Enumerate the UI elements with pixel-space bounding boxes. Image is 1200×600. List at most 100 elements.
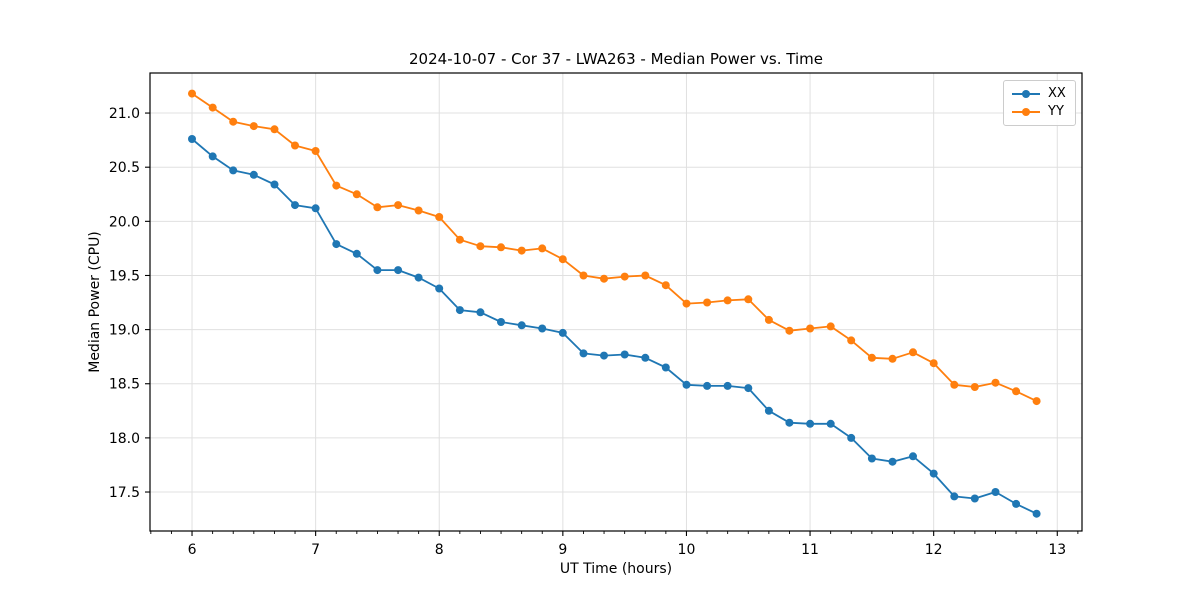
x-tick-label: 7 [311,542,320,558]
x-tick-label: 6 [188,542,197,558]
series-yy-marker [661,281,670,290]
series-yy-marker [435,213,444,221]
series-yy-marker [1032,397,1041,406]
series-yy-marker [723,296,732,305]
series-xx-marker [620,350,629,359]
x-tick-label: 10 [678,542,696,558]
y-tick-label: 18.0 [109,431,140,447]
series-yy-marker [497,243,505,252]
x-tick-label: 9 [558,542,567,558]
plot-border [149,72,1083,532]
series-yy-marker [455,235,464,244]
chart-title: 2024-10-07 - Cor 37 - LWA263 - Median Po… [409,50,823,68]
legend-item-yy: YY [1012,103,1071,121]
series-xx-marker [352,249,361,258]
series-xx-marker [600,351,608,360]
series-xx-marker [682,380,691,389]
y-tick-label: 18.5 [109,377,140,393]
series-yy-marker [847,336,856,345]
series-yy-marker [703,298,712,307]
grid-layer [150,73,1082,531]
series-xx-marker [435,284,444,293]
y-tick-label: 19.0 [109,323,140,339]
series-yy-marker [249,122,258,131]
series-yy-marker [352,190,361,199]
legend-label-xx: XX [1048,86,1066,101]
series-xx-marker [517,321,526,330]
series-xx-marker [332,240,341,249]
legend: XX YY [1003,80,1076,126]
series-xx-marker [579,349,588,358]
series-yy-marker [826,322,835,331]
series-yy-marker [579,271,588,280]
xx-series-marker-icon [1012,89,1040,99]
series-yy-marker [270,125,279,134]
y-tick-label: 17.5 [109,485,140,501]
series-xx-marker [229,166,238,175]
series-xx-marker [661,363,670,372]
series-xx-marker [270,180,279,189]
series-yy-marker [970,383,979,391]
series-yy-marker [929,359,938,368]
y-tick-label: 20.5 [109,160,140,176]
y-tick-label: 20.0 [109,214,140,230]
series-xx-marker [394,266,403,275]
legend-item-xx: XX [1012,85,1071,103]
series-xx-marker [970,494,979,503]
series-yy-marker [311,147,320,155]
series-xx-marker [497,318,505,326]
tick-labels: 6 7 8 9 10 11 12 13 17.5 18.0 18.5 19.0 19.5 20.0 20.5… [109,106,1066,558]
series-yy-marker [208,103,217,112]
series-xx-marker [950,492,959,501]
series-yy-marker [558,255,567,264]
x-tick-label: 8 [435,542,444,558]
series-xx-marker [249,170,258,179]
series-yy-marker [888,354,897,363]
series-yy-marker [414,206,423,215]
series-xx-marker [373,266,382,275]
series-xx-marker [867,454,876,463]
series-xx-marker [1032,509,1041,518]
series-yy-marker [867,353,876,362]
series-xx-marker [1012,499,1021,508]
series-xx-marker [785,418,794,427]
series-xx-marker [703,381,712,390]
series-yy-marker [538,244,547,253]
series-xx-marker [929,469,938,478]
series-xx-marker [847,433,856,442]
series-yy-marker [291,141,299,150]
series-yy-marker [229,117,238,126]
y-tick-label: 19.5 [109,268,140,284]
series-yy-marker [600,274,608,283]
series-yy-marker [682,299,691,308]
series-xx-marker [311,204,320,213]
series-yy-marker [764,315,773,324]
series-yy-marker [641,271,650,280]
series-xx-marker [188,135,196,143]
x-tick-label: 12 [925,542,943,558]
y-axis-label: Median Power (CPU) [87,231,103,373]
series-yy-marker [785,326,794,335]
series-xx-marker [476,308,485,317]
y-tick-label: 21.0 [109,106,140,122]
series-xx-marker [888,457,897,466]
series-xx-marker [558,328,567,337]
series-yy-marker [620,272,629,281]
series-yy-marker [332,181,341,190]
series-yy-marker [517,246,526,255]
series-yy-marker [1012,387,1021,396]
series-yy-marker [806,324,815,333]
axes-layer [145,72,1083,536]
series-xx-marker [538,324,547,333]
series-xx-marker [455,306,464,315]
x-tick-label: 13 [1048,542,1066,558]
series-xx-marker [826,419,835,428]
series-xx-marker [641,353,650,362]
series-yy-marker [744,295,753,304]
series-yy-marker [394,201,403,210]
series-xx-marker [414,273,423,282]
series-xx-marker [744,384,753,393]
x-tick-label: 11 [801,542,819,558]
series-yy-marker [909,348,917,357]
